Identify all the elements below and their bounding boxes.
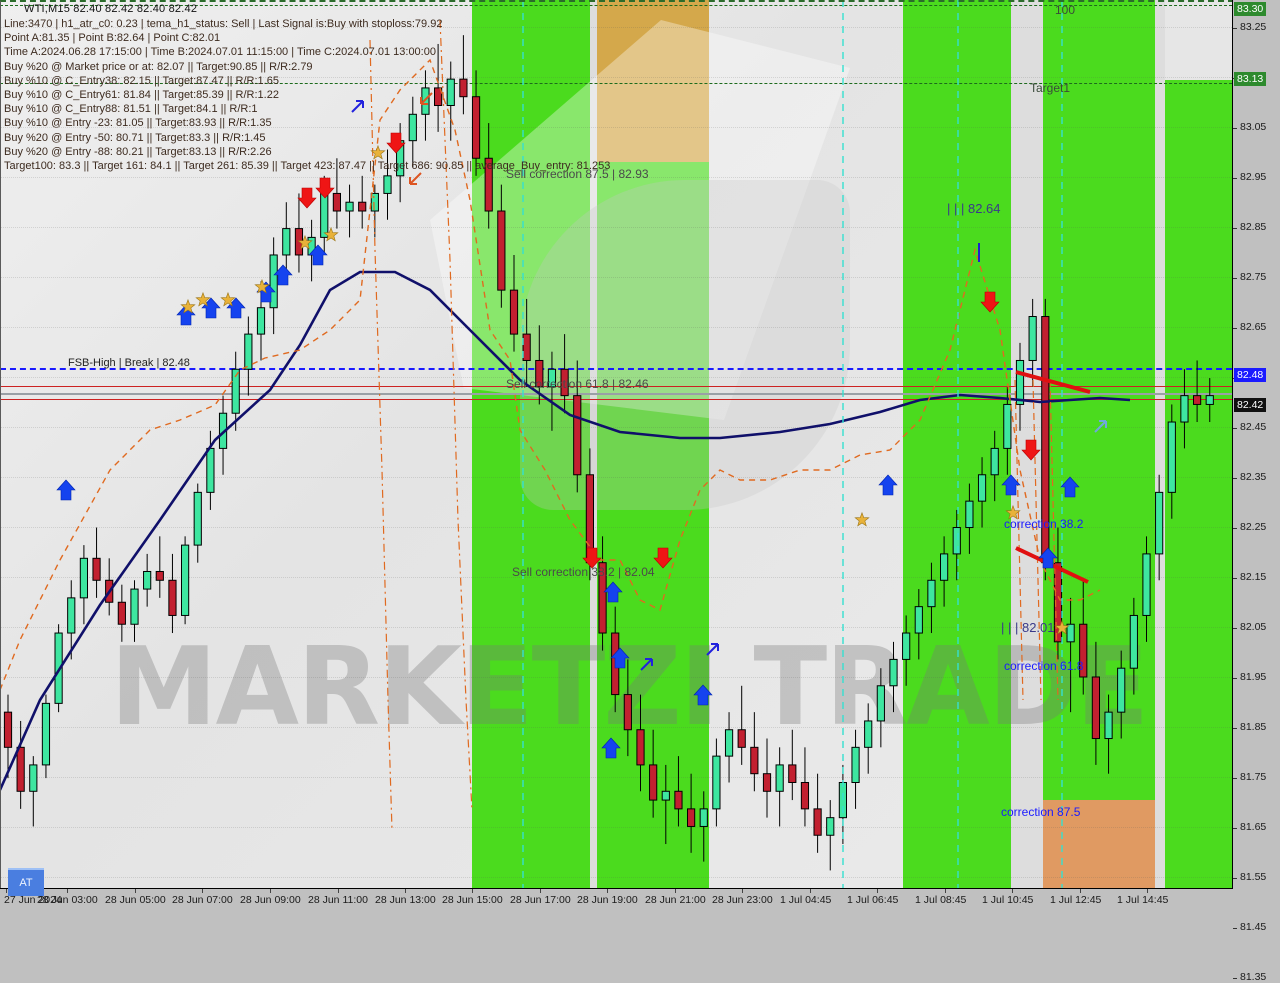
time-tick-label: 28 Jun 21:00 <box>645 894 706 906</box>
info-line: Buy %20 @ Entry -88: 80.21 || Target:83.… <box>4 145 272 158</box>
time-tick-mark <box>742 889 743 893</box>
level-100-label: 100 <box>1055 3 1076 17</box>
time-tick-label: 1 Jul 12:45 <box>1050 894 1102 906</box>
time-tick-mark <box>607 889 608 893</box>
info-line: Buy %20 @ Entry -50: 80.71 || Target:83.… <box>4 131 266 144</box>
info-line: Buy %10 @ Entry -23: 81.05 || Target:83.… <box>4 117 272 130</box>
fsb-high-label: FSB-High | Break | 82.48 <box>68 357 190 369</box>
price-badge: 82.42 <box>1234 398 1267 412</box>
time-tick-mark <box>945 889 946 893</box>
sell-correction-618-label: Sell correction 61.8 | 82.46 <box>506 377 649 391</box>
time-tick-mark <box>338 889 339 893</box>
time-tick-mark <box>472 889 473 893</box>
session-band-green <box>472 0 590 888</box>
time-tick-label: 1 Jul 14:45 <box>1117 894 1169 906</box>
correction-382-label: correction 38.2 <box>1004 517 1084 531</box>
time-tick-mark <box>1080 889 1081 893</box>
time-tick-mark <box>675 889 676 893</box>
time-tick-label: 27 Jun 2024 <box>4 894 62 906</box>
time-tick-mark <box>540 889 541 893</box>
symbol-ohlc-line: WTI,M15 82.40 82.42 82.40 82.42 <box>24 3 198 15</box>
time-axis[interactable]: 27 Jun 2024 28 Jun 03:00 28 Jun 05:00 28 Ju… <box>0 889 1280 920</box>
time-tick-mark <box>1012 889 1013 893</box>
time-tick-mark <box>1147 889 1148 893</box>
info-line: Buy %20 @ Market price or at: 82.07 || T… <box>4 60 313 73</box>
target1-label: Target1 <box>1030 81 1071 95</box>
info-line: Target100: 83.3 || Target 161: 84.1 || T… <box>4 160 611 173</box>
time-tick-mark <box>67 889 68 893</box>
time-tick-mark <box>135 889 136 893</box>
time-tick-label: 1 Jul 06:45 <box>847 894 899 906</box>
time-tick-label: 28 Jun 03:00 <box>37 894 98 906</box>
sell-correction-382-label: Sell correction 38.2 | 82.04 <box>512 565 655 579</box>
time-tick-label: 28 Jun 15:00 <box>442 894 503 906</box>
time-tick-label: 1 Jul 04:45 <box>780 894 832 906</box>
time-tick-label: 28 Jun 13:00 <box>375 894 436 906</box>
ask-price-line <box>0 393 1232 395</box>
chart-series-overlay <box>0 0 1214 888</box>
session-band-grey <box>590 0 597 888</box>
time-tick-label: 1 Jul 08:45 <box>915 894 967 906</box>
time-tick-mark <box>202 889 203 893</box>
chart-info-panel: WTI,M15 82.40 82.42 82.40 82.42 Line:347… <box>4 3 610 173</box>
time-tick-label: 1 Jul 10:45 <box>982 894 1034 906</box>
session-band-grey <box>1155 0 1165 888</box>
time-tick-label: 28 Jun 11:00 <box>308 894 368 906</box>
price-axis[interactable]: 83.2583.1583.0582.9582.8582.7582.6582.55… <box>1233 0 1280 983</box>
time-tick-mark <box>405 889 406 893</box>
time-tick-label: 28 Jun 19:00 <box>577 894 638 906</box>
last-price-line <box>0 399 1232 400</box>
info-line: Buy %10 @ C_Entry61: 81.84 || Target:85.… <box>4 89 279 102</box>
info-line: Buy %10 @ C_Entry38: 82.15 || Target:87.… <box>4 74 279 87</box>
sell-correction-875-label: Sell correction 87.5 | 82.93 <box>506 167 649 181</box>
session-band-green <box>1165 80 1232 888</box>
time-tick-label: 28 Jun 07:00 <box>172 894 233 906</box>
info-line: Time A:2024.06.28 17:15:00 | Time B:2024… <box>4 46 436 59</box>
fsb-high-line <box>0 368 1232 370</box>
time-tick-label: 28 Jun 17:00 <box>510 894 571 906</box>
info-line: Line:3470 | h1_atr_c0: 0.23 | tema_h1_st… <box>4 18 443 30</box>
autotrading-button[interactable]: AT <box>8 868 44 896</box>
target1-line <box>0 83 1232 84</box>
bid-price-line <box>0 386 1232 387</box>
info-line: Buy %10 @ C_Entry88: 81.51 || Target:84.… <box>4 103 258 116</box>
time-tick-mark <box>6 889 7 893</box>
level-100-line <box>0 5 1232 6</box>
time-tick-mark <box>810 889 811 893</box>
price-badge: 82.48 <box>1234 368 1267 382</box>
time-tick-label: 28 Jun 05:00 <box>105 894 166 906</box>
correction-618-label: correction 61.8 <box>1004 659 1084 673</box>
session-band-khaki <box>597 0 709 162</box>
point-b-price-label: | | | 82.64 <box>947 201 1001 216</box>
correction-875-label: correction 87.5 <box>1001 805 1081 819</box>
point-c-price-label: | | | 82.01 <box>1001 620 1055 635</box>
time-tick-mark <box>877 889 878 893</box>
time-tick-mark <box>270 889 271 893</box>
info-line: Point A:81.35 | Point B:82.64 | Point C:… <box>4 32 221 45</box>
price-badge: 83.30 <box>1234 2 1267 16</box>
price-badge: 83.13 <box>1234 72 1267 86</box>
session-band-green <box>903 0 1011 888</box>
time-tick-label: 28 Jun 09:00 <box>240 894 301 906</box>
time-tick-label: 28 Jun 23:00 <box>712 894 773 906</box>
